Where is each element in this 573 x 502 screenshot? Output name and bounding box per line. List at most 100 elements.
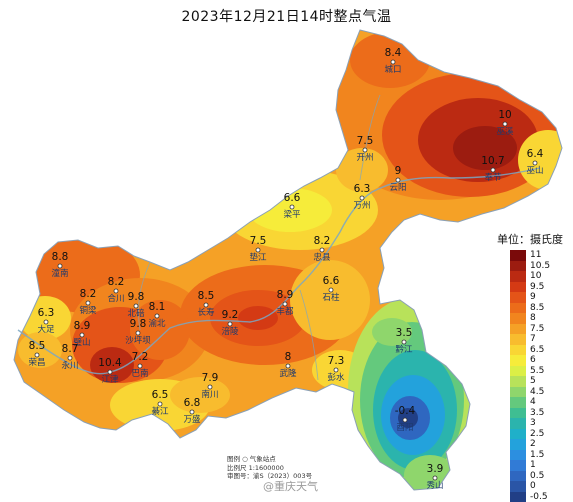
station-name: 渝北 — [148, 318, 166, 329]
station-value: 8.2 — [80, 288, 97, 300]
station-name: 涪陵 — [221, 326, 239, 337]
station-name: 梁平 — [283, 210, 301, 220]
station-name: 铜梁 — [79, 305, 97, 316]
legend-label: 10 — [530, 271, 541, 282]
station-dot — [334, 368, 338, 372]
legend-swatch — [510, 418, 526, 429]
legend-swatch — [510, 292, 526, 303]
legend-item: 10.5 — [510, 261, 550, 272]
legend-swatch — [510, 250, 526, 261]
legend-swatch — [510, 282, 526, 293]
legend-swatch — [510, 492, 526, 502]
station-name: 永川 — [61, 360, 78, 371]
station-name: 云阳 — [389, 183, 406, 193]
station-name: 巴南 — [131, 368, 148, 379]
legend-label: 10.5 — [530, 261, 550, 272]
station-dot — [138, 364, 142, 368]
station-name: 綦江 — [151, 406, 169, 417]
station-dot — [68, 356, 72, 360]
station-dot — [208, 385, 212, 389]
station-dot — [402, 340, 406, 344]
station-dot — [58, 264, 62, 268]
station-value: 7.5 — [250, 235, 267, 247]
legend-item: 0.5 — [510, 471, 550, 482]
station-value: 9.8 — [128, 291, 145, 303]
legend-label: 11 — [530, 250, 541, 261]
legend-label: -0.5 — [530, 492, 548, 502]
legend-item: 3 — [510, 418, 550, 429]
station-name: 大足 — [37, 324, 55, 335]
legend-item: -0.5 — [510, 492, 550, 502]
legend-item: 4 — [510, 397, 550, 408]
station-value: 3.9 — [427, 463, 444, 475]
station-dot — [286, 364, 290, 368]
legend-swatch — [510, 429, 526, 440]
station-name: 忠县 — [313, 253, 331, 263]
legend-item: 5.5 — [510, 366, 550, 377]
legend-item: 1.5 — [510, 450, 550, 461]
station-value: 8.5 — [198, 290, 215, 302]
legend-label: 4 — [530, 397, 536, 408]
legend-item: 4.5 — [510, 387, 550, 398]
legend-swatch — [510, 387, 526, 398]
station-value: 6.3 — [38, 307, 55, 319]
station-value: 9.2 — [222, 309, 239, 321]
station-value: 8.5 — [29, 340, 46, 352]
station-name: 石柱 — [322, 292, 340, 303]
station-value: 8.8 — [52, 251, 69, 263]
station-dot — [491, 168, 495, 172]
station-dot — [363, 148, 367, 152]
legend-label: 3 — [530, 418, 536, 429]
station-value: -0.4 — [395, 405, 416, 417]
station-value: 8.4 — [385, 47, 402, 59]
legend-swatch — [510, 376, 526, 387]
station-dot — [190, 410, 194, 414]
legend-swatch — [510, 271, 526, 282]
station-name: 江津 — [101, 374, 119, 385]
station-name: 丰都 — [276, 306, 294, 317]
legend-label: 6 — [530, 355, 536, 366]
legend-label: 9.5 — [530, 282, 544, 293]
legend-title: 单位：摄氏度 — [497, 231, 563, 247]
station-name: 彭水 — [327, 372, 345, 383]
station-name: 黔江 — [395, 344, 413, 355]
legend-swatch — [510, 261, 526, 272]
legend-label: 2 — [530, 439, 536, 450]
legend-swatch — [510, 303, 526, 314]
station-dot — [329, 288, 333, 292]
station-name: 开州 — [356, 153, 373, 163]
station-dot — [503, 122, 507, 126]
legend-item: 10 — [510, 271, 550, 282]
legend-swatch — [510, 366, 526, 377]
legend-item: 1 — [510, 460, 550, 471]
legend-swatch — [510, 471, 526, 482]
station-value: 8.2 — [314, 235, 331, 247]
legend-label: 5.5 — [530, 366, 544, 377]
station-dot — [80, 333, 84, 337]
station-dot — [136, 331, 140, 335]
station-name: 沙坪坝 — [125, 336, 151, 346]
station-name: 巫溪 — [496, 126, 514, 137]
station-name: 万盛 — [183, 414, 201, 425]
station-dot — [391, 60, 395, 64]
station-value: 6.3 — [354, 183, 371, 195]
map-title: 2023年12月21日14时整点气温 — [0, 6, 573, 26]
info-legend-line: 图例 ○ 气象站点 — [227, 455, 312, 464]
station-dot — [433, 476, 437, 480]
legend-label: 7.5 — [530, 324, 544, 335]
legend-label: 4.5 — [530, 387, 544, 398]
station-value: 10.4 — [98, 357, 122, 369]
station-value: 8.1 — [149, 301, 166, 313]
station-value: 8 — [285, 351, 292, 363]
station-value: 7.9 — [202, 372, 219, 384]
legend-swatch — [510, 439, 526, 450]
legend-item: 6 — [510, 355, 550, 366]
station-dot — [114, 289, 118, 293]
legend-item: 9 — [510, 292, 550, 303]
legend-label: 0.5 — [530, 471, 544, 482]
station-value: 7.5 — [357, 135, 374, 147]
station-value: 3.5 — [396, 327, 413, 339]
legend-item: 2.5 — [510, 429, 550, 440]
